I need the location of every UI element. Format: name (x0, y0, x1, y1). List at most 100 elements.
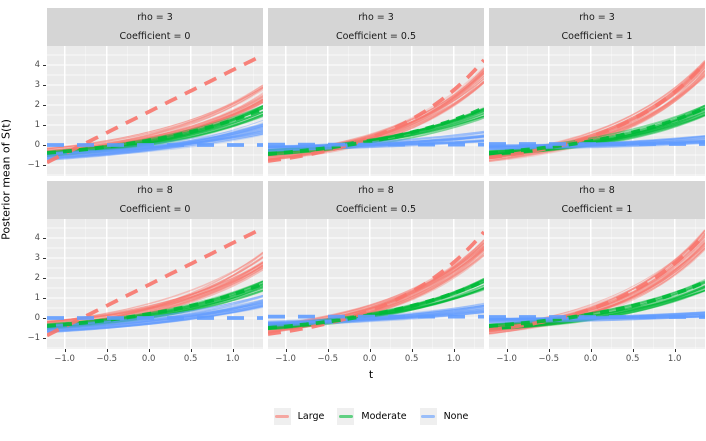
x-tick-label: 0.5 (404, 354, 419, 364)
x-tick-label: 0.5 (625, 354, 640, 364)
x-tick-mark (453, 349, 455, 352)
legend: Large Moderate None (47, 403, 695, 429)
x-tick-label: 1.0 (225, 354, 240, 364)
y-tick-mark (43, 165, 46, 166)
y-tick-label: 0 (34, 312, 40, 323)
x-tick-mark (411, 349, 413, 352)
y-tick-label: −1 (27, 159, 40, 170)
panel-rho3-coef05 (268, 46, 484, 176)
facet-grid: rho = 3 Coefficient = 0 rho = 3 Coeffici… (47, 8, 705, 349)
y-tick-label: 2 (34, 99, 40, 110)
x-tick-label: 1.0 (667, 354, 682, 364)
strip-label-rho: rho = 8 (358, 185, 394, 196)
x-tick-mark (590, 349, 592, 352)
y-tick-label: 1 (34, 119, 40, 130)
strip-label-coefficient: Coefficient = 0 (119, 204, 191, 215)
facet-rho8-coef1: rho = 8 Coefficient = 1 (489, 181, 705, 349)
x-tick-mark (506, 349, 508, 352)
x-tick-label: −0.5 (317, 354, 338, 364)
x-tick-label: −1.0 (54, 354, 75, 364)
x-tick-mark (632, 349, 634, 352)
facet-row-rho3: rho = 3 Coefficient = 0 rho = 3 Coeffici… (47, 8, 705, 176)
legend-key-none-icon (419, 407, 437, 425)
facet-strip: rho = 3 Coefficient = 1 (489, 8, 705, 46)
legend-item-large: Large (273, 407, 325, 425)
y-tick-mark (43, 125, 46, 126)
y-tick-mark (43, 298, 46, 299)
x-tick-label: 0.0 (141, 354, 156, 364)
x-tick-mark (674, 349, 676, 352)
y-tick-label: 0 (34, 139, 40, 150)
facet-rho8-coef05: rho = 8 Coefficient = 0.5 (268, 181, 484, 349)
legend-label: None (443, 410, 469, 422)
y-tick-label: 3 (34, 252, 40, 263)
y-tick-mark (43, 145, 46, 146)
legend-key-moderate-icon (337, 407, 355, 425)
strip-label-rho: rho = 8 (137, 185, 173, 196)
panel-rho8-coef0 (47, 219, 263, 349)
panel-rho8-coef05 (268, 219, 484, 349)
panel-rho3-coef0 (47, 46, 263, 176)
y-tick-mark (43, 65, 46, 66)
x-tick-mark (285, 349, 287, 352)
strip-label-rho: rho = 3 (358, 12, 394, 23)
y-tick-mark (43, 105, 46, 106)
strip-label-rho: rho = 8 (579, 185, 615, 196)
x-tick-labels: −1.0 −0.5 0.0 0.5 1.0 −1.0 −0.5 0.0 0.5 1.0 −1.0 −0… (47, 349, 695, 367)
y-tick-labels: 4 3 2 1 0 −1 4 3 2 1 0 −1 (0, 8, 46, 349)
y-tick-mark (43, 318, 46, 319)
legend-item-moderate: Moderate (337, 407, 407, 425)
strip-label-rho: rho = 3 (579, 12, 615, 23)
x-tick-label: 0.0 (583, 354, 598, 364)
y-tick-mark (43, 278, 46, 279)
panel-rho8-coef1 (489, 219, 705, 349)
x-tick-mark (232, 349, 234, 352)
x-tick-mark (327, 349, 329, 352)
strip-label-coefficient: Coefficient = 0.5 (335, 204, 417, 215)
y-tick-label: 1 (34, 292, 40, 303)
x-tick-mark (106, 349, 108, 352)
x-axis-title: t (368, 368, 374, 381)
strip-label-coefficient: Coefficient = 0.5 (335, 31, 417, 42)
y-tick-mark (43, 338, 46, 339)
facet-rho3-coef0: rho = 3 Coefficient = 0 (47, 8, 263, 176)
facet-strip: rho = 3 Coefficient = 0 (47, 8, 263, 46)
facet-rho3-coef05: rho = 3 Coefficient = 0.5 (268, 8, 484, 176)
y-tick-label: −1 (27, 332, 40, 343)
x-tick-mark (369, 349, 371, 352)
legend-key-large-icon (273, 407, 291, 425)
x-tick-label: −1.0 (275, 354, 296, 364)
x-tick-label: −0.5 (538, 354, 559, 364)
facet-strip: rho = 8 Coefficient = 0 (47, 181, 263, 219)
strip-label-coefficient: Coefficient = 1 (561, 204, 633, 215)
y-tick-mark (43, 85, 46, 86)
x-tick-mark (64, 349, 66, 352)
facet-strip: rho = 3 Coefficient = 0.5 (268, 8, 484, 46)
facet-rho8-coef0: rho = 8 Coefficient = 0 (47, 181, 263, 349)
x-tick-mark (548, 349, 550, 352)
legend-item-none: None (419, 407, 469, 425)
facet-row-rho8: rho = 8 Coefficient = 0 rho = 8 Coeffici… (47, 181, 705, 349)
y-tick-label: 2 (34, 272, 40, 283)
x-tick-label: 1.0 (446, 354, 461, 364)
strip-label-rho: rho = 3 (137, 12, 173, 23)
x-tick-label: 0.5 (183, 354, 198, 364)
legend-label: Moderate (361, 410, 407, 422)
strip-label-coefficient: Coefficient = 0 (119, 31, 191, 42)
y-tick-label: 3 (34, 79, 40, 90)
x-tick-mark (148, 349, 150, 352)
legend-label: Large (297, 410, 325, 422)
x-tick-label: −0.5 (96, 354, 117, 364)
facet-rho3-coef1: rho = 3 Coefficient = 1 (489, 8, 705, 176)
facet-strip: rho = 8 Coefficient = 1 (489, 181, 705, 219)
panel-rho3-coef1 (489, 46, 705, 176)
y-tick-mark (43, 258, 46, 259)
facet-strip: rho = 8 Coefficient = 0.5 (268, 181, 484, 219)
x-tick-label: −1.0 (496, 354, 517, 364)
y-tick-mark (43, 238, 46, 239)
strip-label-coefficient: Coefficient = 1 (561, 31, 633, 42)
y-tick-label: 4 (34, 59, 40, 70)
x-tick-label: 0.0 (362, 354, 377, 364)
y-tick-label: 4 (34, 232, 40, 243)
